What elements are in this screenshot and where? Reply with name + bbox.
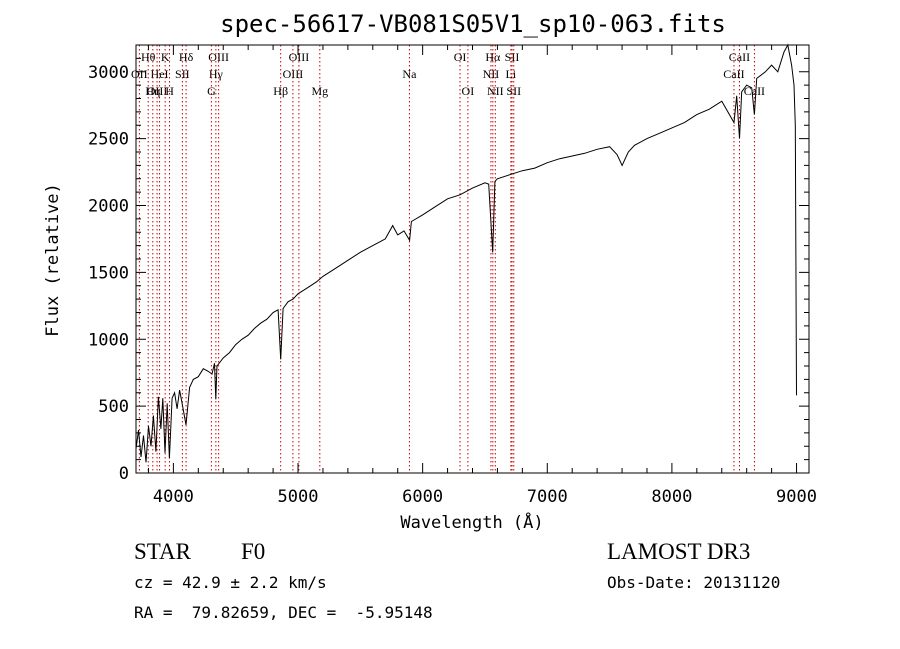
emission-line-label: Na <box>402 67 417 81</box>
y-tick-label: 500 <box>98 397 129 417</box>
emission-line-label: G <box>207 84 216 98</box>
emission-line-label: CaII <box>744 84 765 98</box>
chart-title: spec-56617-VB081S05V1_sp10-063.fits <box>220 10 726 38</box>
emission-line-label: OI <box>462 84 475 98</box>
obs-date: Obs-Date: 20131120 <box>607 573 781 592</box>
y-tick-label: 1500 <box>88 263 129 283</box>
x-axis: 4000 5000 6000 7000 8000 9000 <box>147 45 817 507</box>
emission-line-label: Hη <box>145 84 160 98</box>
survey-name: LAMOST DR3 <box>607 539 751 564</box>
emission-line-label: OII <box>131 67 148 81</box>
object-subclass: F0 <box>241 539 266 564</box>
emission-line-label: Hθ <box>141 50 156 64</box>
x-tick-label: 8000 <box>651 487 692 507</box>
emission-line-label: Mg <box>311 84 328 98</box>
y-tick-label: 1000 <box>88 330 129 350</box>
emission-line-label: OIII <box>208 50 229 64</box>
spectrum-figure: spec-56617-VB081S05V1_sp10-063.fits Hθ OI… <box>43 10 817 533</box>
coordinates: RA = 79.82659, DEC = -5.95148 <box>134 603 433 622</box>
y-axis: 0 500 1000 1500 2000 2500 3000 <box>88 44 809 484</box>
spectrum-series-line <box>135 43 797 463</box>
y-tick-label: 0 <box>119 464 129 484</box>
emission-line-label: SII <box>506 84 521 98</box>
y-tick-label: 2000 <box>88 197 129 217</box>
emission-line-label: Hδ <box>179 50 194 64</box>
x-axis-label: Wavelength (Å) <box>400 511 543 533</box>
object-class: STAR <box>134 539 191 564</box>
emission-line-label: H <box>165 84 174 98</box>
emission-line-label: SII <box>505 50 520 64</box>
emission-line-label: Hγ <box>209 67 224 81</box>
emission-line-label: CaII <box>729 50 750 64</box>
emission-line-label: OIII <box>289 50 310 64</box>
emission-line-label: Li <box>506 67 517 81</box>
emission-line-label: SII <box>175 67 190 81</box>
y-axis-label: Flux (relative) <box>43 183 63 337</box>
x-tick-label: 9000 <box>776 487 817 507</box>
emission-lines: Hθ OII OIII HeI K SII Hη H Hδ OIII Hγ G Hβ OIII OIII Mg… <box>131 45 765 473</box>
y-tick-label: 3000 <box>88 63 129 83</box>
emission-line-label: OIII <box>147 84 168 98</box>
series-group <box>135 43 797 463</box>
emission-line-label: OIII <box>283 67 304 81</box>
emission-line-label: K <box>161 50 170 64</box>
y-tick-label: 2500 <box>88 130 129 150</box>
x-tick-label: 6000 <box>402 487 443 507</box>
x-tick-label: 7000 <box>527 487 568 507</box>
emission-line-label: Hβ <box>273 84 288 98</box>
redshift-text: cz = 42.9 ± 2.2 km/s <box>134 573 327 592</box>
emission-line-label: Hα <box>485 50 501 64</box>
emission-line-label: NII <box>487 84 504 98</box>
x-tick-label: 4000 <box>153 487 194 507</box>
x-tick-label: 5000 <box>278 487 319 507</box>
emission-line-label: CaII <box>723 67 744 81</box>
emission-line-label: OI <box>454 50 467 64</box>
emission-line-label: HeI <box>151 67 169 81</box>
emission-line-label: NII <box>483 67 500 81</box>
